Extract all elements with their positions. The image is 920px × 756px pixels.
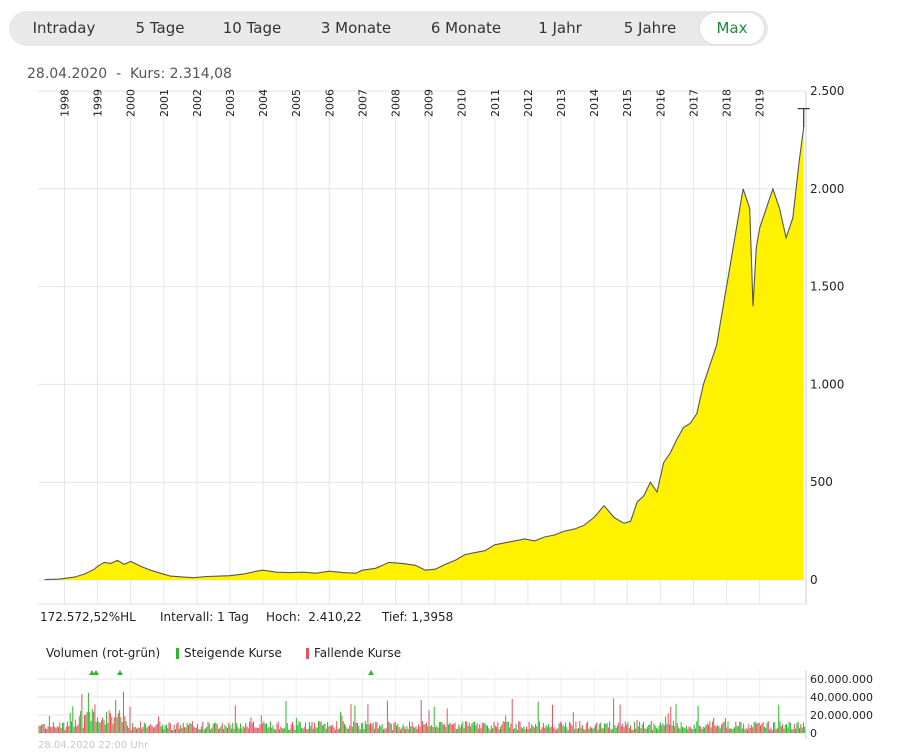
price-x-tick-label: 2007: [356, 89, 369, 117]
volume-y-tick-label: 20.000.000: [810, 709, 873, 722]
tab-6-monate[interactable]: 6 Monate: [430, 19, 502, 37]
volume-y-tick-label: 60.000.000: [810, 673, 873, 686]
price-x-tick-labels: 1998 1999 2000 2001 2002 2003 2004 2005 2006 2007…: [58, 89, 766, 117]
price-x-tick-label: 1999: [92, 89, 105, 117]
volume-bars: [38, 670, 806, 733]
price-line: [44, 127, 805, 581]
volume-y-tick-label: 40.000.000: [810, 691, 873, 704]
tab-5-jahre[interactable]: 5 Jahre: [623, 19, 677, 37]
price-y-tick-label: 1.000: [810, 377, 844, 391]
volume-overflow-marker: [93, 670, 99, 675]
volume-overflow-marker: [368, 670, 374, 675]
tab-intraday[interactable]: Intraday: [32, 19, 96, 37]
price-area: [44, 127, 804, 581]
price-grid: [38, 90, 807, 605]
price-chart[interactable]: 1998 1999 2000 2001 2002 2003 2004 2005 2006 2007…: [0, 0, 920, 610]
price-x-tick-label: 2015: [621, 89, 634, 117]
price-y-tick-label: 2.000: [810, 182, 844, 196]
price-x-tick-label: 2005: [290, 89, 303, 117]
price-x-tick-label: 2017: [687, 89, 700, 117]
volume-legend-rising: Steigende Kurse: [176, 646, 282, 660]
price-y-tick-label: 0: [810, 573, 818, 587]
price-y-tick-label: 2.500: [810, 84, 844, 98]
tab-1-jahr[interactable]: 1 Jahr: [538, 19, 582, 37]
volume-legend-falling: Fallende Kurse: [306, 646, 401, 660]
price-x-tick-label: 2012: [522, 89, 535, 117]
tab-5-tage[interactable]: 5 Tage: [135, 19, 185, 37]
falling-swatch: [306, 647, 309, 659]
price-x-tick-label: 2011: [489, 89, 502, 117]
price-x-tick-label: 2003: [224, 89, 237, 117]
price-marks: [797, 108, 810, 128]
price-x-tick-label: 2001: [158, 89, 171, 117]
volume-overflow-marker: [89, 670, 95, 675]
price-x-tick-label: 1998: [58, 89, 71, 117]
price-x-tick-label: 2010: [456, 89, 469, 117]
stat-interval: Intervall: 1 Tag: [160, 610, 249, 624]
price-x-tick-label: 2004: [257, 89, 270, 117]
price-x-tick-label: 2000: [125, 89, 138, 117]
rising-label: Steigende Kurse: [184, 646, 282, 660]
quote-line: 28.04.2020 - Kurs: 2.314,08: [27, 66, 232, 82]
tab-10-tage[interactable]: 10 Tage: [222, 19, 282, 37]
stat-high: Hoch: 2.410,22: [266, 610, 362, 624]
falling-label: Fallende Kurse: [314, 646, 402, 660]
range-selector: Intraday 5 Tage 10 Tage 3 Monate 6 Monat…: [9, 11, 768, 46]
price-x-tick-label: 2006: [323, 89, 336, 117]
volume-timestamp: 28.04.2020 22:00 Uhr: [38, 740, 149, 751]
tab-3-monate[interactable]: 3 Monate: [320, 19, 392, 37]
volume-chart[interactable]: 0 20.000.000 40.000.000 60.000.000 28.04.20…: [0, 660, 920, 756]
rising-swatch: [176, 647, 179, 659]
price-x-tick-label: 2008: [390, 89, 403, 117]
price-y-tick-label: 500: [810, 475, 833, 489]
price-y-tick-label: 1.500: [810, 280, 844, 294]
stat-performance: 172.572,52%HL: [40, 610, 136, 624]
price-x-tick-label: 2014: [588, 89, 601, 117]
volume-y-tick-label: 0: [810, 727, 817, 740]
price-x-tick-label: 2013: [555, 89, 568, 117]
price-area-layer: [44, 127, 805, 581]
price-x-tick-label: 2018: [721, 89, 734, 117]
price-x-tick-label: 2016: [654, 89, 667, 117]
stat-low: Tief: 1,3958: [382, 610, 454, 624]
volume-y-tick-labels: 0 20.000.000 40.000.000 60.000.000: [810, 673, 873, 740]
quote-price: Kurs: 2.314,08: [130, 66, 232, 82]
price-y-tick-labels: 0 500 1.000 1.500 2.000 2.500: [810, 84, 844, 587]
quote-separator: -: [116, 66, 122, 82]
tab-max[interactable]: Max: [700, 13, 764, 44]
price-x-tick-label: 2002: [191, 89, 204, 117]
price-x-tick-label: 2009: [423, 89, 436, 117]
price-x-tick-label: 2019: [754, 89, 767, 117]
volume-overflow-marker: [117, 670, 123, 675]
volume-legend-title: Volumen (rot-grün): [46, 646, 161, 660]
quote-date: 28.04.2020: [27, 66, 108, 82]
